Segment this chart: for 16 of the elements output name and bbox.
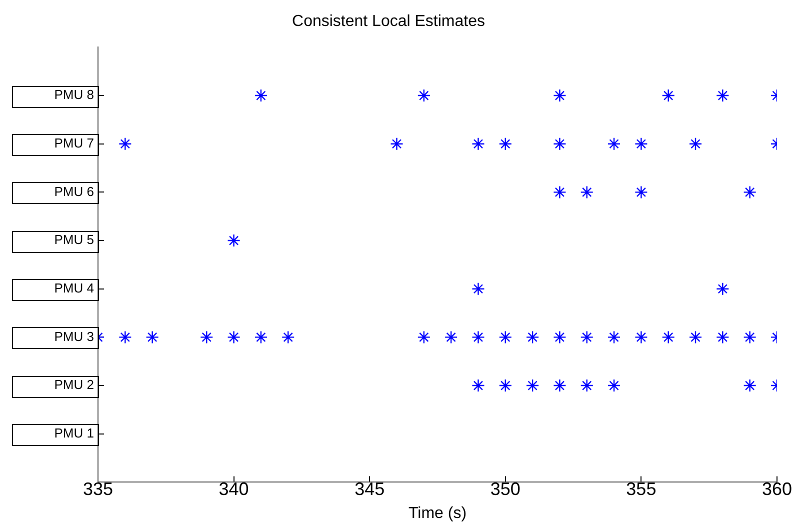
x-tick-label: 340 [218,478,249,499]
x-tick-label: 350 [490,478,520,499]
y-tick-label: PMU 4 [54,280,94,296]
x-tick-label: 335 [82,478,114,499]
y-tick-label: PMU 8 [54,87,94,102]
chart-title: Consistent Local Estimates [292,13,485,30]
x-tick-label: 345 [354,478,385,499]
y-tick-label: PMU 6 [54,184,94,199]
x-axis-title: Time (s) [408,504,467,522]
y-tick-label: PMU 1 [54,425,94,440]
y-tick-label: PMU 5 [54,232,94,248]
x-tick-label: 360 [762,478,792,499]
y-tick-label: PMU 7 [54,135,94,150]
y-tick-label: PMU 2 [54,377,94,392]
x-tick-label: 355 [626,478,656,499]
y-tick-label: PMU 3 [54,328,94,344]
